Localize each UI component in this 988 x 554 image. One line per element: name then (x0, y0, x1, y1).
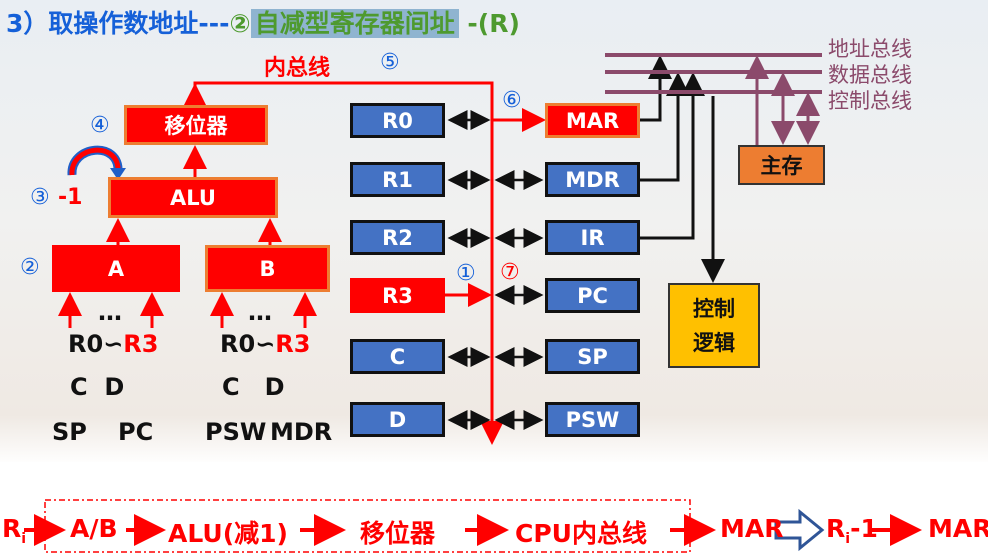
main-memory-box: 主存 (738, 145, 825, 185)
formula-r: R (2, 514, 22, 543)
b-r0: R0 (220, 330, 256, 358)
register-sp: SP (545, 339, 640, 374)
b-r3: R3 (275, 330, 311, 358)
step-5: ⑤ (380, 50, 400, 75)
formula-r2: R (826, 514, 846, 543)
formula-minus-one: -1 (850, 514, 878, 543)
register-d: D (350, 402, 445, 437)
implies-arrow-icon (774, 508, 825, 552)
data-bus-label: 数据总线 (828, 63, 912, 87)
register-r3: R3 (350, 278, 445, 313)
step-6: ⑥ (502, 88, 522, 113)
title-suffix: -(R) (458, 9, 520, 38)
shifter-box: 移位器 (124, 105, 268, 145)
formula-ri-minus-1: Ri-1 (826, 514, 878, 547)
register-c: C (350, 339, 445, 374)
a-input-sp: SP (52, 418, 87, 446)
formula-shifter: 移位器 (360, 519, 436, 548)
register-ir: IR (545, 220, 640, 255)
register-b: B (205, 245, 330, 292)
formula-alu: ALU(减1) (168, 519, 288, 548)
b-input-cd: C D (222, 373, 285, 401)
a-input-range: R0∽R3 (68, 330, 158, 358)
formula-sub-i: i (21, 531, 27, 547)
formula-sub-i2: i (845, 531, 851, 547)
title-mode: 自减型寄存器间址 (250, 9, 459, 38)
b-input-range: R0∽R3 (220, 330, 310, 358)
title-prefix: 3）取操作数地址--- (6, 9, 230, 38)
a-input-ellipsis: … (98, 298, 122, 326)
formula-ab: A/B (70, 514, 118, 543)
b-input-psw: PSW (205, 418, 267, 446)
b-input-ellipsis: … (248, 298, 272, 326)
internal-bus-label: 内总线 (264, 56, 331, 81)
register-mar: MAR (545, 103, 640, 138)
formula-ri: Ri (2, 514, 26, 547)
step-7: ⑦ (500, 260, 520, 285)
control-bus-label: 控制总线 (828, 89, 912, 113)
register-r2: R2 (350, 220, 445, 255)
b-input-mdr: MDR (270, 418, 333, 446)
step-3: ③ (30, 185, 50, 210)
a-input-pc: PC (118, 418, 154, 446)
system-buses (605, 53, 822, 94)
a-tilde: ∽ (103, 330, 124, 358)
step-3-text: -1 (58, 185, 83, 210)
control-logic-box: 控制 逻辑 (668, 283, 760, 368)
a-r0: R0 (68, 330, 104, 358)
formula-mar-2: MAR (928, 514, 988, 543)
alu-box: ALU (108, 177, 278, 218)
register-links (447, 55, 725, 430)
register-r1: R1 (350, 162, 445, 197)
a-input-cd: C D (70, 373, 125, 401)
step-2: ② (20, 255, 40, 280)
register-r0: R0 (350, 103, 445, 138)
register-pc: PC (545, 278, 640, 313)
a-r3: R3 (123, 330, 159, 358)
register-a: A (52, 245, 180, 292)
step-1: ① (456, 261, 476, 286)
register-psw: PSW (545, 402, 640, 437)
step-4: ④ (90, 113, 110, 138)
address-bus-label: 地址总线 (828, 37, 912, 61)
formula-mar: MAR (720, 514, 784, 543)
internal-bus (58, 81, 546, 445)
slide-title: 3）取操作数地址---② 自减型寄存器间址 -(R) (6, 4, 520, 40)
title-circled: ② (229, 9, 251, 38)
formula-cpu-bus: CPU内总线 (515, 519, 647, 548)
register-mdr: MDR (545, 162, 640, 197)
b-tilde: ∽ (255, 330, 276, 358)
